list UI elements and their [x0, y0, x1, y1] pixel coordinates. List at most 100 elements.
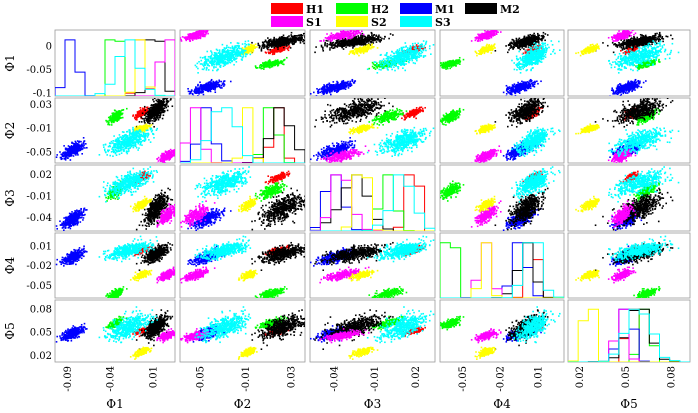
point-S3 — [400, 51, 403, 54]
point-S2 — [358, 50, 361, 53]
point-M1 — [209, 82, 212, 84]
point-H2 — [444, 64, 447, 66]
point-S3 — [395, 52, 397, 54]
point-S1 — [189, 40, 191, 42]
point-M1 — [540, 80, 542, 83]
point-S1 — [180, 40, 183, 42]
point-H2 — [274, 63, 277, 66]
point-M1 — [325, 91, 328, 93]
point-M1 — [214, 83, 217, 86]
point-S3 — [237, 45, 240, 48]
point-M2 — [324, 44, 326, 47]
point-S1 — [191, 32, 194, 35]
point-M2 — [278, 44, 280, 46]
point-M1 — [193, 90, 195, 93]
point-M2 — [345, 44, 347, 47]
point-M1 — [218, 84, 221, 87]
point-M2 — [392, 34, 394, 36]
point-S3 — [238, 47, 241, 50]
point-M1 — [330, 84, 333, 86]
point-S3 — [417, 46, 420, 49]
point-M1 — [333, 84, 335, 86]
point-S1 — [189, 34, 192, 36]
point-H1 — [527, 48, 529, 51]
point-M2 — [361, 35, 364, 38]
point-M1 — [329, 88, 331, 90]
point-M2 — [272, 43, 275, 45]
point-M1 — [198, 88, 201, 90]
point-S3 — [416, 59, 418, 62]
point-M2 — [362, 35, 365, 37]
point-S3 — [389, 64, 392, 67]
point-M2 — [271, 45, 273, 47]
point-M1 — [350, 82, 352, 85]
point-M1 — [322, 86, 324, 88]
point-S3 — [242, 49, 245, 51]
point-S3 — [194, 64, 197, 67]
point-M2 — [368, 39, 370, 42]
point-H2 — [263, 61, 266, 64]
point-H1 — [415, 44, 418, 47]
point-M1 — [509, 90, 511, 92]
point-S3 — [398, 54, 400, 56]
point-M2 — [300, 38, 302, 41]
point-M1 — [329, 83, 331, 86]
point-S2 — [243, 53, 246, 55]
point-S1 — [181, 36, 184, 38]
histogram-S3 — [55, 39, 175, 96]
point-M1 — [507, 88, 509, 91]
point-M2 — [282, 34, 285, 37]
point-S3 — [420, 52, 422, 55]
point-M1 — [508, 86, 511, 88]
point-S2 — [367, 46, 370, 49]
point-S2 — [370, 47, 372, 50]
point-M1 — [341, 85, 343, 87]
point-H1 — [538, 44, 541, 46]
point-S3 — [379, 54, 382, 56]
point-M1 — [354, 80, 357, 82]
point-M1 — [207, 82, 210, 85]
point-H2 — [277, 60, 279, 63]
point-H2 — [276, 64, 279, 67]
point-M2 — [324, 41, 326, 44]
point-M2 — [275, 40, 278, 42]
point-S3 — [236, 47, 239, 50]
point-S3 — [406, 55, 409, 57]
point-M1 — [329, 86, 331, 88]
point-H1 — [273, 51, 276, 53]
point-S1 — [343, 32, 345, 35]
legend-entry-M2: M2 — [465, 3, 520, 16]
point-M2 — [304, 37, 305, 39]
point-S3 — [237, 44, 239, 47]
point-S3 — [400, 61, 403, 64]
point-S3 — [386, 56, 389, 58]
point-S3 — [203, 63, 206, 66]
point-M1 — [211, 83, 213, 85]
point-M1 — [210, 88, 213, 91]
legend-swatch — [465, 3, 497, 14]
point-S1 — [202, 34, 205, 36]
point-S3 — [229, 56, 232, 58]
point-M1 — [217, 85, 220, 87]
point-M1 — [202, 84, 204, 87]
point-S2 — [250, 52, 253, 54]
point-S2 — [249, 49, 251, 52]
point-S1 — [199, 37, 202, 40]
point-M1 — [205, 85, 208, 87]
point-M1 — [202, 87, 204, 89]
point-M1 — [214, 85, 217, 88]
point-H1 — [278, 47, 281, 50]
point-M1 — [211, 87, 214, 89]
point-M2 — [280, 38, 283, 41]
point-H2 — [441, 64, 444, 67]
point-S1 — [354, 33, 357, 36]
point-S3 — [386, 57, 388, 60]
point-M2 — [368, 39, 371, 41]
point-M1 — [209, 81, 211, 83]
point-M2 — [359, 37, 361, 39]
point-S3 — [210, 51, 213, 54]
point-M1 — [351, 78, 354, 81]
point-S1 — [184, 36, 187, 38]
point-M2 — [329, 47, 331, 49]
point-S3 — [379, 62, 381, 64]
